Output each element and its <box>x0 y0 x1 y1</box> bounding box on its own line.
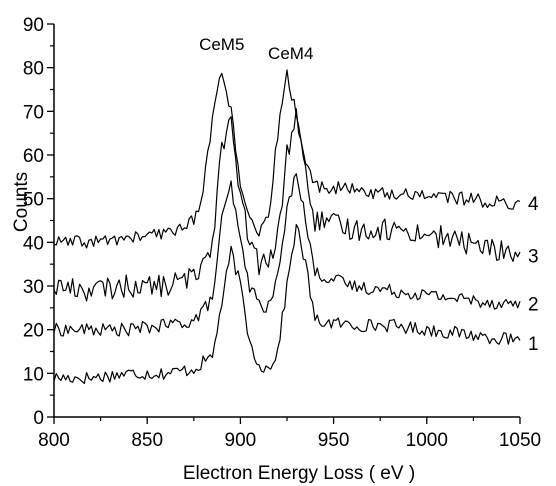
annotation-cem4: CeM4 <box>268 44 313 63</box>
y-tick-label: 20 <box>23 321 44 342</box>
y-tick-label: 50 <box>23 190 44 211</box>
y-tick-label: 0 <box>33 408 44 429</box>
x-tick-label: 950 <box>318 430 350 451</box>
y-tick-label: 60 <box>23 146 44 167</box>
y-tick-label: 90 <box>23 15 44 36</box>
axes-layer: 800 850 900 950 1000 1050 0 10 20 30 40 50 60 70 80 90 <box>23 15 541 451</box>
series-line-3 <box>53 108 521 302</box>
series-layer: 1 2 3 4 <box>53 69 539 384</box>
series-label-2: 2 <box>528 294 539 315</box>
x-tick-label: 1000 <box>406 430 448 451</box>
x-tick-label: 850 <box>131 430 163 451</box>
series-label-1: 1 <box>528 334 539 355</box>
series-label-3: 3 <box>528 246 539 267</box>
y-axis-title: Counts <box>11 172 32 232</box>
x-tick-label: 900 <box>225 430 257 451</box>
y-tick-label: 10 <box>23 364 44 385</box>
y-tick-label: 40 <box>23 233 44 254</box>
y-tick-label: 30 <box>23 277 44 298</box>
x-tick-label: 800 <box>38 430 70 451</box>
series-line-4 <box>53 69 521 249</box>
series-label-4: 4 <box>528 194 539 215</box>
series-line-1 <box>53 223 521 384</box>
x-tick-label: 1050 <box>499 430 541 451</box>
y-tick-label: 70 <box>23 102 44 123</box>
series-line-2 <box>53 173 521 337</box>
y-tick-label: 80 <box>23 59 44 80</box>
annotation-cem5: CeM5 <box>199 35 244 54</box>
x-axis-title: Electron Energy Loss ( eV ) <box>183 463 415 484</box>
